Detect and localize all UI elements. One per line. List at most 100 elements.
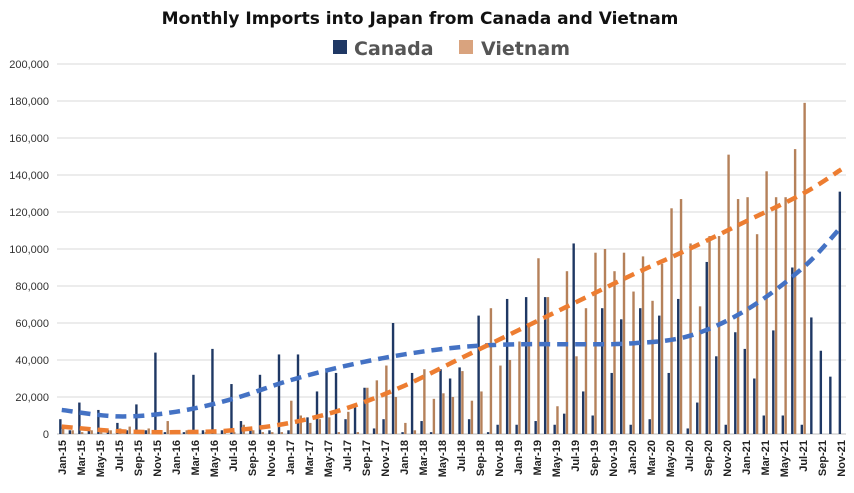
x-tick-label: Jul-16 xyxy=(228,440,240,472)
bar-canada xyxy=(154,352,157,434)
x-tick-label: Jan-18 xyxy=(399,440,411,475)
bar-canada xyxy=(448,378,452,434)
bar-canada xyxy=(496,424,499,434)
bar-canada xyxy=(505,298,509,434)
bar-canada xyxy=(534,421,537,434)
bar-vietnam xyxy=(727,154,730,434)
legend-item-vietnam: Vietnam xyxy=(459,38,570,60)
y-tick-label: 200,000 xyxy=(9,59,49,71)
bar-canada xyxy=(458,367,461,434)
bar-canada xyxy=(677,298,680,434)
bar-canada xyxy=(620,319,623,434)
bar-vietnam xyxy=(80,432,84,434)
bar-canada xyxy=(201,430,205,434)
bar-vietnam xyxy=(109,430,112,434)
bar-canada xyxy=(800,424,804,434)
x-tick-label: Sep-19 xyxy=(589,440,601,476)
x-tick-label: Sep-20 xyxy=(703,440,715,476)
bar-canada xyxy=(277,354,281,434)
bar-vietnam xyxy=(185,430,188,434)
bar-vietnam xyxy=(461,371,464,434)
bar-canada xyxy=(724,424,727,434)
x-tick-label: Nov-17 xyxy=(380,440,392,477)
bar-vietnam xyxy=(71,430,74,434)
bar-canada xyxy=(658,315,661,434)
bar-canada xyxy=(439,369,442,434)
x-tick-label: Mar-18 xyxy=(418,440,430,475)
bar-canada xyxy=(78,402,81,434)
bar-vietnam xyxy=(356,432,360,434)
bar-canada xyxy=(135,404,138,434)
bar-vietnam xyxy=(698,306,702,434)
bar-canada xyxy=(353,406,357,434)
x-tick-label: Jan-21 xyxy=(741,440,753,475)
bar-vietnam xyxy=(527,323,531,434)
legend-label-vietnam: Vietnam xyxy=(481,38,570,60)
bar-vietnam xyxy=(252,430,255,434)
bar-canada xyxy=(639,308,642,434)
bar-canada xyxy=(753,378,756,434)
bar-vietnam xyxy=(128,426,131,434)
bar-canada xyxy=(591,415,594,434)
bar-canada xyxy=(477,315,480,434)
bar-vietnam xyxy=(651,300,654,434)
x-tick-label: May-18 xyxy=(437,440,449,477)
bar-canada xyxy=(524,297,528,434)
bar-canada xyxy=(163,432,167,434)
bar-vietnam xyxy=(299,415,303,434)
x-tick-label: Mar-21 xyxy=(760,440,772,475)
bar-vietnam xyxy=(423,369,426,434)
bar-canada xyxy=(467,419,471,434)
bar-vietnam xyxy=(470,400,474,434)
bar-vietnam xyxy=(689,243,692,434)
bar-vietnam xyxy=(366,387,369,434)
bar-canada xyxy=(144,430,148,434)
y-tick-label: 40,000 xyxy=(15,355,49,367)
bar-vietnam xyxy=(261,432,264,434)
bar-canada xyxy=(610,372,613,434)
x-tick-label: May-19 xyxy=(551,440,563,477)
bar-canada xyxy=(287,430,290,434)
bar-canada xyxy=(819,350,823,434)
bar-canada xyxy=(838,191,842,434)
bar-vietnam xyxy=(717,236,721,434)
bar-vietnam xyxy=(432,398,436,434)
x-tick-label: Mar-16 xyxy=(190,440,202,475)
bar-vietnam xyxy=(746,197,749,434)
y-tick-label: 140,000 xyxy=(9,170,49,182)
bar-canada xyxy=(600,308,604,434)
bar-canada xyxy=(515,424,518,434)
bar-vietnam xyxy=(565,271,569,434)
bar-vietnam xyxy=(575,356,578,434)
x-tick-label: Jul-21 xyxy=(798,440,810,472)
bar-vietnam xyxy=(499,365,502,434)
bar-canada xyxy=(372,428,376,434)
bar-canada xyxy=(325,369,328,434)
bar-canada xyxy=(344,419,347,434)
bar-canada xyxy=(543,297,547,434)
bar-vietnam xyxy=(318,419,322,434)
trendline-vietnam xyxy=(61,167,843,435)
x-tick-label: Sep-16 xyxy=(247,440,259,476)
x-tick-label: Jul-18 xyxy=(456,440,468,472)
bar-vietnam xyxy=(546,297,550,434)
bar-vietnam xyxy=(803,102,806,434)
x-tick-label: Sep-15 xyxy=(133,440,145,476)
bar-canada xyxy=(762,415,765,434)
bar-canada xyxy=(686,428,689,434)
x-tick-label: Nov-19 xyxy=(608,440,620,477)
legend: Canada Vietnam xyxy=(333,38,570,60)
x-tick-label: Sep-17 xyxy=(361,440,373,476)
bar-vietnam xyxy=(603,249,607,434)
bar-canada xyxy=(211,348,214,434)
bar-canada xyxy=(410,372,414,434)
x-tick-label: May-16 xyxy=(209,440,221,477)
bar-vietnam xyxy=(641,256,645,434)
bar-canada xyxy=(68,430,72,434)
x-tick-label: May-21 xyxy=(779,440,791,477)
bar-canada xyxy=(667,372,670,434)
bar-canada xyxy=(306,417,309,434)
bar-vietnam xyxy=(328,417,331,434)
bar-vietnam xyxy=(784,197,787,434)
bar-canada xyxy=(734,332,737,434)
